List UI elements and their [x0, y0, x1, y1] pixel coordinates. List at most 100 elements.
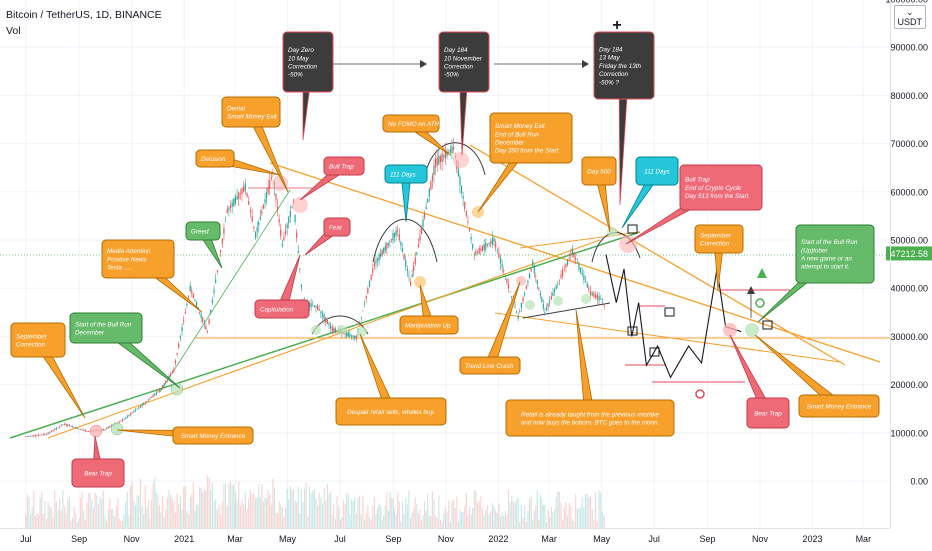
callout-retail[interactable]: Retail is already taught from the previo… — [505, 309, 675, 437]
volume-bar — [381, 520, 383, 528]
candle-body — [87, 431, 90, 432]
callout-greed[interactable]: Greed — [185, 221, 223, 269]
callout-days111b[interactable]: 111 Days — [621, 156, 679, 229]
volume-bar — [141, 506, 143, 528]
volume-bar — [439, 520, 442, 528]
candle-body — [359, 323, 361, 325]
callout-days111a[interactable]: 111 Days — [384, 164, 428, 223]
volume-bar — [555, 497, 557, 528]
volume-bar — [595, 492, 597, 528]
currency-selector[interactable]: ⌄ USDT — [893, 5, 926, 29]
volume-bar — [275, 512, 277, 528]
callout-sme1[interactable]: Smart Money Entrance — [116, 426, 254, 445]
volume-bar — [336, 495, 338, 528]
candle-body — [428, 188, 430, 198]
volume-bar — [506, 514, 508, 528]
callout-bulltrap1[interactable]: Bull Trap — [299, 156, 365, 201]
volume-bar — [236, 500, 238, 528]
candle-body — [535, 276, 537, 277]
volume-bar — [179, 495, 182, 528]
candle-body — [128, 415, 130, 417]
volume-bar — [363, 519, 366, 528]
callout-day500[interactable]: Day 500 — [581, 156, 617, 233]
callout-text: Day Zero — [288, 47, 314, 54]
candle-body — [381, 249, 383, 256]
volume-bar — [557, 490, 559, 528]
y-axis: 100000.00 90000.00 80000.00 70000.00 60000.0… — [885, 0, 932, 487]
y-axis-area[interactable] — [890, 0, 932, 528]
volume-bar — [533, 510, 535, 528]
callout-septcorr1[interactable]: September Correction — [10, 322, 86, 419]
callout-despair[interactable]: Despair retail sells, whales buy. — [335, 333, 447, 426]
callout-trendcrash[interactable]: Trend Line Crash — [459, 281, 521, 375]
volume-indicator-label[interactable]: Vol — [6, 25, 21, 37]
candle-body — [384, 246, 386, 251]
callout-manip[interactable]: Manipulation Up — [399, 284, 459, 335]
candle-body — [179, 336, 182, 339]
candle-body — [349, 333, 351, 337]
candle-body — [352, 335, 354, 337]
candle-body — [595, 294, 597, 298]
callout-nofomo[interactable]: No FOMO on ATH — [382, 114, 451, 156]
callout-beartrap2[interactable]: Bear Trap — [729, 334, 790, 429]
candle-body — [208, 319, 210, 324]
y-tick-label: 100000.00 — [885, 0, 928, 5]
volume-bar — [359, 495, 361, 528]
volume-bar — [239, 505, 241, 528]
callout-beartrap1[interactable]: Bear Trap — [71, 435, 125, 488]
candle-body — [239, 193, 241, 194]
x-axis-area[interactable] — [0, 528, 890, 551]
callout-capitulation[interactable]: Capitulation — [254, 254, 310, 319]
candle-body — [267, 186, 269, 193]
callout-delusion[interactable]: Delusion — [195, 149, 281, 176]
candle-body — [476, 251, 479, 253]
volume-bar — [75, 512, 77, 528]
volume-bar — [113, 516, 116, 528]
candle-body — [317, 305, 319, 310]
volume-bar — [503, 515, 505, 528]
y-tick-label: 70000.00 — [890, 139, 928, 149]
candle-body — [380, 253, 382, 257]
candle-body — [76, 427, 78, 429]
callout-text: Smart Money Exit — [495, 123, 545, 130]
volume-bar — [338, 507, 340, 528]
volume-bar — [576, 509, 578, 528]
callout-startbull2[interactable]: Start of the Bull Run(Up)tober A new game… — [757, 224, 875, 323]
candle-body — [532, 261, 534, 268]
candle-body — [453, 147, 455, 150]
candle-body — [233, 198, 235, 207]
candle-body — [578, 263, 580, 270]
candle-body — [281, 243, 283, 247]
callout-text: Bear Trap — [754, 410, 782, 417]
candle-body — [253, 226, 255, 228]
candle-body — [264, 199, 266, 203]
candle-body — [42, 434, 44, 435]
candle-body — [504, 275, 506, 277]
callout-denial[interactable]: Denial Smart Money Exit — [221, 96, 289, 193]
candle-body — [176, 352, 178, 355]
callout-fear[interactable]: Fear — [304, 217, 351, 256]
volume-bar — [515, 499, 518, 528]
volume-bar — [367, 505, 369, 528]
candle-body — [181, 327, 183, 332]
callout-startbull1[interactable]: Start of the Bull Run December — [69, 312, 181, 389]
candle-body — [29, 435, 32, 437]
volume-bar — [161, 495, 164, 528]
x-tick-label: Mar — [856, 534, 872, 544]
candle-body — [430, 181, 432, 190]
callout-septcorr2[interactable]: September Correction — [694, 224, 744, 291]
candle-body — [283, 236, 285, 241]
volume-bar — [347, 494, 349, 528]
volume-bar — [411, 512, 413, 528]
volume-bar — [224, 483, 227, 528]
candle-body — [79, 429, 82, 430]
volume-bar — [488, 513, 490, 528]
callout-sme2[interactable]: Smart Money Entrance — [754, 334, 880, 418]
